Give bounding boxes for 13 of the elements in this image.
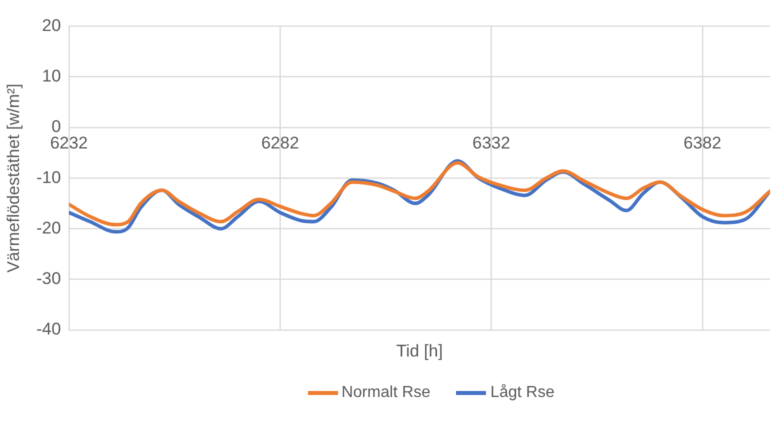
y-tick-label: -30	[36, 269, 61, 288]
x-axis-title: Tid [h]	[396, 342, 443, 361]
legend-label: Normalt Rse	[342, 384, 430, 402]
legend-label: Lågt Rse	[490, 384, 554, 402]
x-tick-label: 6332	[472, 133, 510, 152]
y-axis-title: Värmeflödestäthet [w/m²]	[4, 84, 23, 273]
y-tick-label: 20	[42, 16, 61, 35]
y-tick-label: -20	[36, 218, 61, 238]
y-tick-label: 10	[42, 66, 61, 86]
y-tick-label: -40	[36, 320, 61, 339]
y-tick-label: -10	[36, 168, 61, 187]
x-tick-label: 6382	[684, 133, 722, 152]
x-tick-label: 6282	[261, 133, 300, 152]
